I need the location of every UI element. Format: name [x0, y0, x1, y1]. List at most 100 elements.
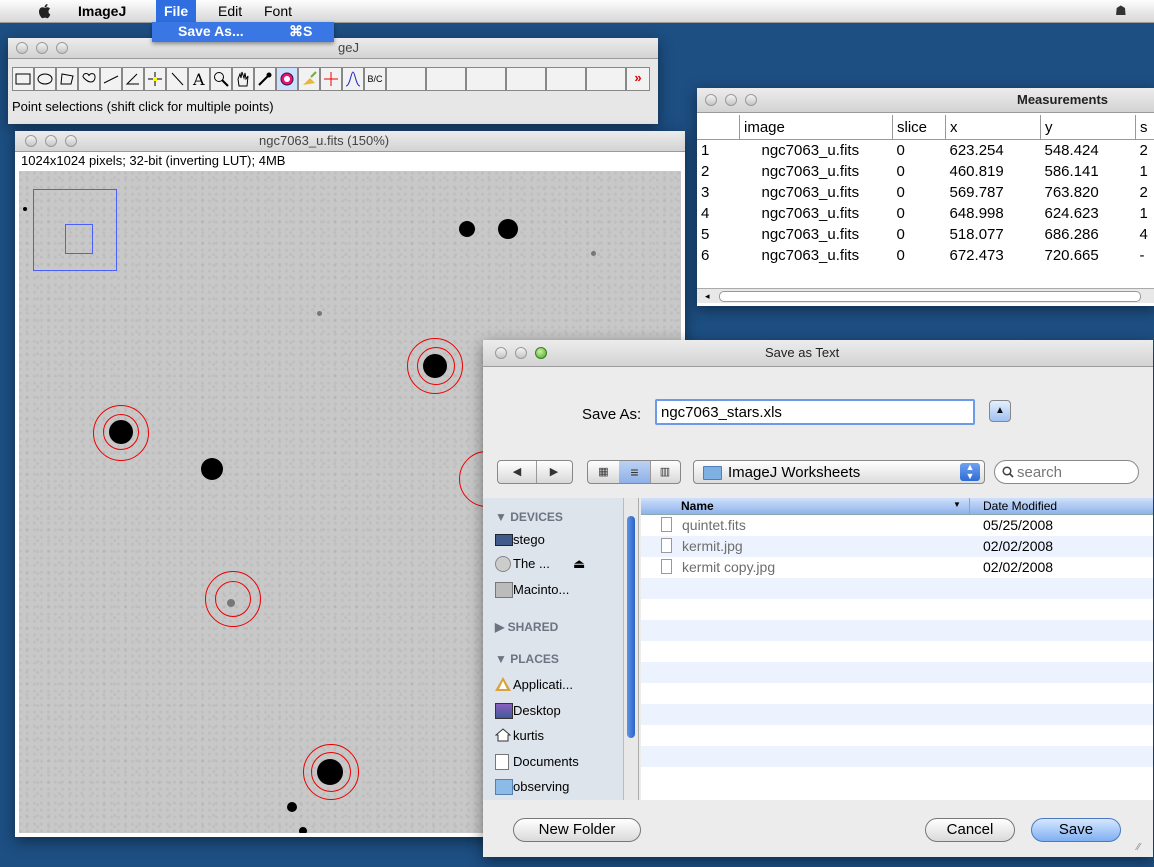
search-field[interactable]: search: [994, 460, 1139, 484]
scroll-left-arrow-icon[interactable]: ◂: [705, 291, 710, 301]
name-column-header[interactable]: Name: [681, 499, 714, 513]
table-row[interactable]: 1 ngc7063_u.fits 0 623.254 548.424 2: [697, 140, 1154, 162]
table-cell: 623.254: [949, 142, 1004, 159]
list-item[interactable]: quintet.fits 05/25/2008: [641, 515, 1153, 536]
text-tool-icon[interactable]: A: [188, 67, 210, 91]
column-header[interactable]: x: [945, 115, 1041, 140]
zoom-button[interactable]: [535, 347, 547, 359]
angle-tool-icon[interactable]: [122, 67, 144, 91]
new-folder-button[interactable]: New Folder: [513, 818, 641, 842]
table-cell: 460.819: [949, 163, 1004, 180]
status-bar-text: Point selections (shift click for multip…: [12, 99, 274, 114]
eject-icon[interactable]: ⏏: [573, 556, 586, 571]
color-picker-icon[interactable]: [276, 67, 298, 91]
expand-dialog-button[interactable]: ▲: [989, 400, 1011, 422]
horizontal-scrollbar[interactable]: ◂: [697, 288, 1154, 303]
point-tool-icon[interactable]: [144, 67, 166, 91]
forward-arrow-icon[interactable]: ▶: [549, 466, 559, 478]
sidebar-item-disc[interactable]: The ... ⏏: [495, 555, 585, 573]
more-tools-icon[interactable]: »: [626, 67, 650, 91]
minimize-button[interactable]: [515, 347, 527, 359]
sidebar-item-observing[interactable]: observing: [495, 778, 569, 796]
sidebar-section-places[interactable]: ▼ PLACES: [495, 652, 559, 666]
resize-grip-icon[interactable]: ⁄⁄: [1137, 842, 1141, 853]
table-row[interactable]: 4 ngc7063_u.fits 0 648.998 624.623 1: [697, 203, 1154, 224]
table-row[interactable]: 3 ngc7063_u.fits 0 569.787 763.820 2: [697, 182, 1154, 203]
sidebar-scrollbar[interactable]: [623, 498, 638, 800]
polygon-tool-icon[interactable]: [56, 67, 78, 91]
sidebar-section-devices[interactable]: ▼ DEVICES: [495, 510, 563, 524]
save-as-shortcut: ⌘S: [289, 23, 313, 39]
line-tool-icon[interactable]: [100, 67, 122, 91]
navigator-viewport[interactable]: [65, 224, 93, 254]
column-header[interactable]: image: [739, 115, 893, 140]
roi-inner-ring[interactable]: [311, 752, 351, 792]
sidebar-item-kurtis[interactable]: kurtis: [494, 727, 544, 745]
oval-tool-icon[interactable]: [34, 67, 56, 91]
list-item[interactable]: kermit copy.jpg 02/02/2008: [641, 557, 1153, 578]
sidebar-item-documents[interactable]: Documents: [495, 753, 579, 771]
roi-outer-ring[interactable]: [205, 571, 261, 627]
roi-inner-ring[interactable]: [103, 414, 139, 450]
menu-font[interactable]: Font: [264, 3, 293, 19]
minimize-button[interactable]: [36, 42, 48, 54]
freehand-tool-icon[interactable]: [78, 67, 100, 91]
date-column-header[interactable]: Date Modified: [983, 499, 1058, 513]
close-button[interactable]: [495, 347, 507, 359]
minimize-button[interactable]: [45, 135, 57, 147]
roi-outer-ring[interactable]: [303, 744, 359, 800]
menu-item-save-as[interactable]: Save As...: [178, 23, 244, 39]
rectangle-tool-icon[interactable]: [12, 67, 34, 91]
roi-outer-ring[interactable]: [407, 338, 463, 394]
profile-tool-icon[interactable]: [342, 67, 364, 91]
table-row[interactable]: 6 ngc7063_u.fits 0 672.473 720.665 -: [697, 245, 1154, 266]
roi-inner-ring[interactable]: [215, 581, 251, 617]
brightness-contrast-button[interactable]: B/C: [364, 67, 386, 91]
magnifier-tool-icon[interactable]: [210, 67, 232, 91]
zoom-button[interactable]: [745, 94, 757, 106]
dropper-tool-icon[interactable]: [254, 67, 276, 91]
sidebar-section-shared[interactable]: ▶ SHARED: [495, 620, 559, 634]
apple-menu-icon[interactable]: [38, 3, 52, 19]
column-divider[interactable]: [969, 498, 970, 514]
minimize-button[interactable]: [725, 94, 737, 106]
roi-outer-ring[interactable]: [93, 405, 149, 461]
zoom-button[interactable]: [65, 135, 77, 147]
close-button[interactable]: [25, 135, 37, 147]
scroll-thumb[interactable]: [719, 291, 1141, 302]
empty-row: [641, 620, 1153, 641]
menu-file[interactable]: File: [156, 0, 197, 22]
column-header[interactable]: [697, 115, 740, 140]
icon-view-icon[interactable]: ▦: [588, 461, 620, 483]
list-item[interactable]: kermit.jpg 02/02/2008: [641, 536, 1153, 557]
sidebar-item-macintosh[interactable]: Macinto...: [495, 581, 569, 599]
crosshair-tool-icon[interactable]: [320, 67, 342, 91]
column-header[interactable]: s: [1135, 115, 1154, 140]
table-row[interactable]: 5 ngc7063_u.fits 0 518.077 686.286 4: [697, 224, 1154, 245]
list-view-icon[interactable]: ≡: [619, 461, 651, 483]
table-row[interactable]: 2 ngc7063_u.fits 0 460.819 586.141 1: [697, 161, 1154, 182]
location-popup[interactable]: ImageJ Worksheets ▲ ▼: [693, 460, 985, 484]
save-button[interactable]: Save: [1031, 818, 1121, 842]
roi-inner-ring[interactable]: [417, 347, 455, 385]
column-view-icon[interactable]: ▥: [659, 466, 671, 478]
sidebar-item-stego[interactable]: stego: [495, 531, 545, 549]
filename-input[interactable]: [655, 399, 975, 425]
hand-tool-icon[interactable]: [232, 67, 254, 91]
wand-tool-icon[interactable]: [166, 67, 188, 91]
brush-tool-icon[interactable]: [298, 67, 320, 91]
sidebar-item-desktop[interactable]: Desktop: [495, 702, 561, 720]
zoom-button[interactable]: [56, 42, 68, 54]
menu-app-imagej[interactable]: ImageJ: [78, 3, 127, 19]
close-button[interactable]: [705, 94, 717, 106]
cancel-button[interactable]: Cancel: [925, 818, 1015, 842]
menu-edit[interactable]: Edit: [218, 3, 243, 19]
script-menu-icon[interactable]: ☗: [1115, 3, 1127, 18]
sidebar-scroll-thumb[interactable]: [627, 516, 635, 738]
column-header[interactable]: y: [1040, 115, 1136, 140]
location-label: ImageJ Worksheets: [728, 464, 861, 481]
column-header[interactable]: slice: [892, 115, 946, 140]
close-button[interactable]: [16, 42, 28, 54]
sidebar-item-applications[interactable]: Applicati...: [495, 676, 573, 694]
back-arrow-icon[interactable]: ◀: [498, 461, 537, 483]
